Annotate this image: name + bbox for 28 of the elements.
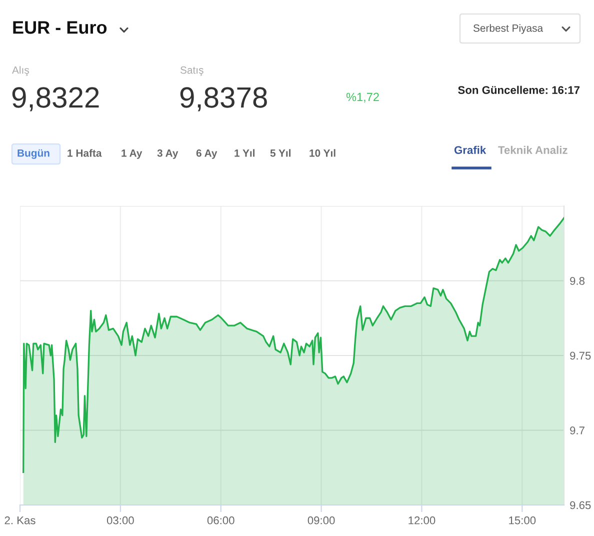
text: 10 Yıl (310, 149, 336, 157)
text: Grafik (454, 146, 486, 154)
x-tick-label: 2. Kas (4, 516, 36, 524)
x-tick-label: 09:00 (308, 516, 335, 524)
x-tick-label: 03:00 (106, 516, 134, 524)
text: 6 Ay (196, 149, 218, 159)
chart-title: EUR - Euro (13, 21, 107, 34)
text: Teknik Analiz (498, 146, 568, 154)
text: 3 Ay (157, 149, 178, 159)
y-tick-label: 9.8 (570, 277, 585, 285)
x-tick-label: 15:00 (509, 516, 536, 524)
text: 1 Ay (122, 150, 142, 159)
x-tick-label: 06:00 (207, 516, 234, 524)
text: Serbest Piyasa (473, 24, 544, 34)
x-tick-label: 12:00 (408, 516, 436, 524)
y-tick-label: 9.7 (570, 426, 584, 434)
text: 9,8378 (180, 87, 267, 112)
text: 1 Hafta (68, 149, 102, 157)
y-tick-label: 9.75 (570, 352, 591, 360)
text: Satış (180, 66, 204, 76)
text: %1,72 (346, 92, 379, 103)
text: Alış (12, 66, 29, 76)
text: 5 Yıl (270, 149, 291, 157)
y-tick-label: 9.65 (570, 501, 591, 510)
text: Son Güncelleme: 16:17 (458, 86, 580, 94)
text: 9,8322 (12, 87, 99, 112)
text: 1 Yıl (234, 149, 255, 157)
text: Bugün (18, 149, 50, 159)
